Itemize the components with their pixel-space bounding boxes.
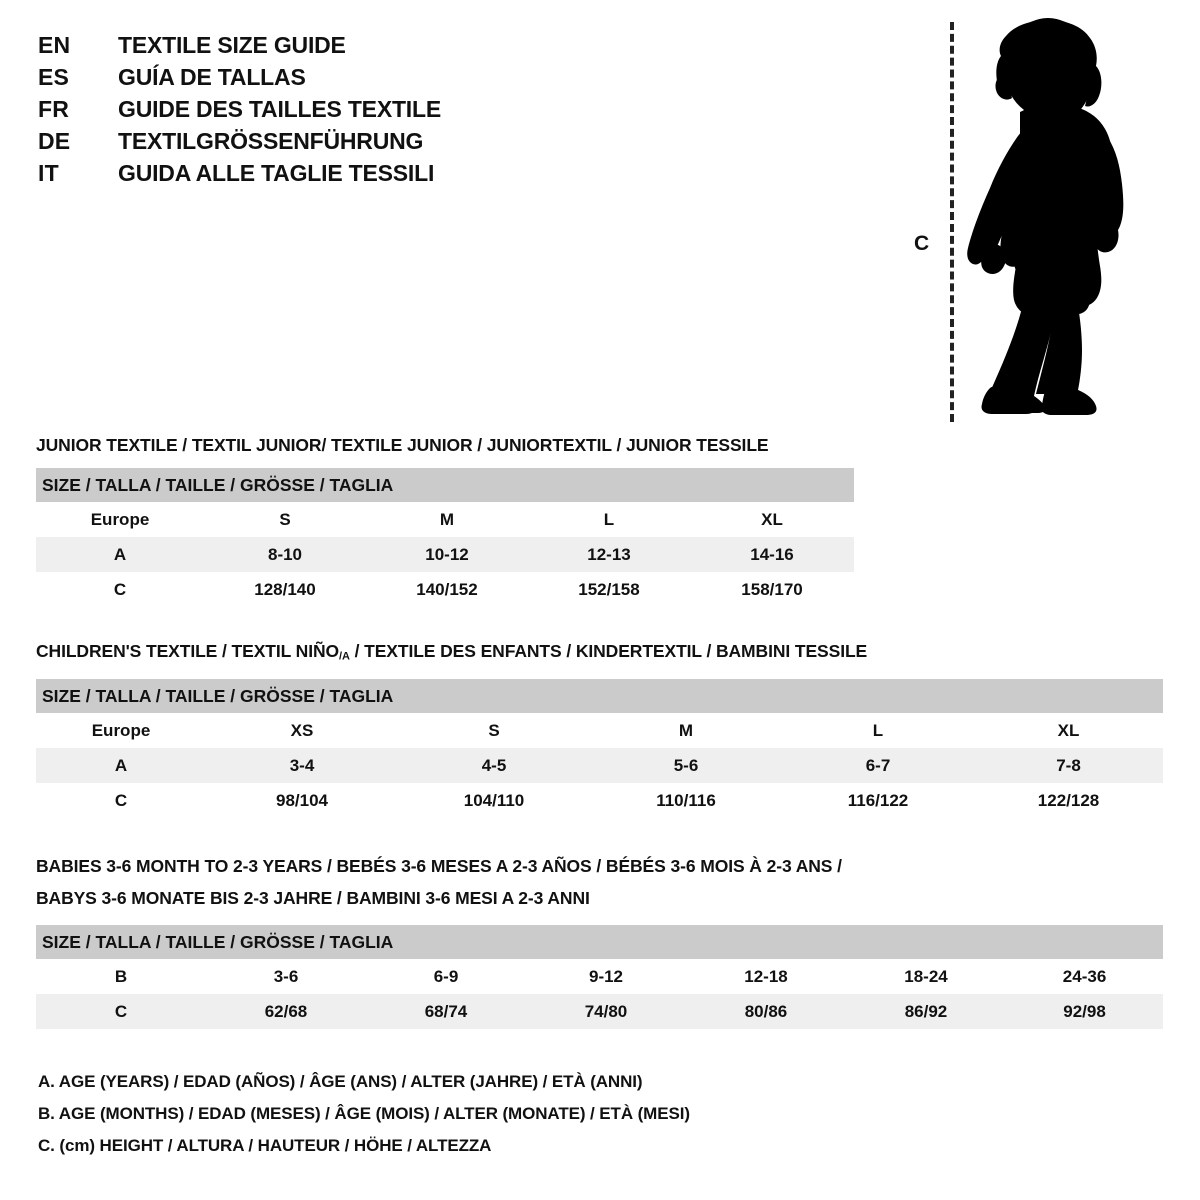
junior-size-header: M — [439, 509, 455, 529]
children-row-label: C — [114, 790, 128, 810]
children-size-header: XL — [1057, 720, 1080, 740]
children-cell: 110/116 — [656, 790, 716, 810]
babies-cell: 86/92 — [846, 994, 1006, 1029]
babies-cell: 9-12 — [588, 966, 624, 986]
legend: A. AGE (YEARS) / EDAD (AÑOS) / ÂGE (ANS)… — [38, 1066, 690, 1162]
legend-line-b: B. AGE (MONTHS) / EDAD (MESES) / ÂGE (MO… — [38, 1104, 690, 1123]
section-junior-title: JUNIOR TEXTILE / TEXTIL JUNIOR/ TEXTILE … — [36, 435, 769, 455]
section-children-title-pre: CHILDREN'S TEXTILE / TEXTIL NIÑO — [36, 641, 340, 661]
babies-cell: 3-6 — [273, 966, 299, 986]
junior-cell: 152/158 — [578, 579, 640, 599]
language-code: FR — [38, 96, 70, 122]
language-title: GUIDE DES TAILLES TEXTILE — [118, 96, 441, 122]
children-cell: 116/122 — [847, 790, 909, 810]
babies-row-label: B — [114, 966, 128, 986]
children-band-label: SIZE / TALLA / TAILLE / GRÖSSE / TAGLIA — [36, 679, 1164, 714]
children-cell: 6-7 — [782, 748, 974, 784]
children-size-header: XS — [290, 720, 314, 740]
language-code: EN — [38, 32, 71, 58]
children-cell: 104/110 — [463, 790, 525, 810]
babies-band-label: SIZE / TALLA / TAILLE / GRÖSSE / TAGLIA — [36, 925, 1164, 959]
junior-row-height: C 128/140 140/152 152/158 158/170 — [36, 572, 854, 607]
babies-cell: 62/68 — [206, 994, 366, 1029]
children-cell: 7-8 — [974, 748, 1164, 784]
section-babies-title-line2: BABYS 3-6 MONATE BIS 2-3 JAHRE / BAMBINI… — [36, 888, 590, 908]
babies-row-label: C — [36, 994, 206, 1029]
junior-size-header: L — [603, 509, 615, 529]
children-cell: 122/128 — [1037, 790, 1100, 810]
children-cell: 98/104 — [276, 790, 328, 810]
babies-cell: 18-24 — [904, 966, 948, 986]
children-row-age: A 3-4 4-5 5-6 6-7 7-8 — [36, 748, 1164, 784]
height-marker-label: C — [914, 232, 930, 255]
babies-row-height: C 62/68 68/74 74/80 80/86 86/92 92/98 — [36, 994, 1164, 1029]
legend-line-a: A. AGE (YEARS) / EDAD (AÑOS) / ÂGE (ANS)… — [38, 1072, 643, 1091]
language-title: GUIDA ALLE TAGLIE TESSILI — [118, 160, 435, 186]
language-row: IT GUIDA ALLE TAGLIE TESSILI — [38, 160, 518, 192]
children-size-header: L — [872, 720, 884, 740]
section-babies: BABIES 3-6 MONTH TO 2-3 YEARS / BEBÉS 3-… — [36, 853, 1164, 1029]
children-first-col-header: Europe — [91, 720, 151, 740]
children-size-header: S — [488, 720, 500, 740]
children-band-row: SIZE / TALLA / TAILLE / GRÖSSE / TAGLIA — [36, 679, 1164, 714]
junior-cell: 140/152 — [416, 579, 478, 599]
language-row: FR GUIDE DES TAILLES TEXTILE — [38, 96, 518, 128]
language-header: EN TEXTILE SIZE GUIDE ES GUÍA DE TALLAS … — [38, 32, 518, 192]
babies-cell: 80/86 — [686, 994, 846, 1029]
babies-size-table: SIZE / TALLA / TAILLE / GRÖSSE / TAGLIA … — [36, 925, 1164, 1029]
babies-row-months: B 3-6 6-9 9-12 12-18 18-24 24-36 — [36, 959, 1163, 994]
language-code: DE — [38, 128, 71, 154]
language-code: ES — [38, 64, 70, 90]
junior-size-table: SIZE / TALLA / TAILLE / GRÖSSE / TAGLIA … — [36, 468, 855, 607]
junior-header-row: Europe S M L XL — [36, 502, 854, 537]
babies-cell: 74/80 — [526, 994, 686, 1029]
language-title: GUÍA DE TALLAS — [118, 64, 306, 90]
junior-first-col-header: Europe — [90, 509, 150, 529]
babies-cell: 24-36 — [1062, 966, 1107, 986]
language-code: IT — [38, 160, 59, 186]
junior-cell: 10-12 — [366, 537, 528, 572]
junior-row-label: C — [113, 579, 127, 599]
junior-band-row: SIZE / TALLA / TAILLE / GRÖSSE / TAGLIA — [36, 468, 855, 502]
children-cell: 3-4 — [206, 748, 398, 784]
height-dashed-line — [950, 22, 954, 422]
junior-row-age: A 8-10 10-12 12-13 14-16 — [36, 537, 855, 572]
babies-cell: 92/98 — [1006, 994, 1164, 1029]
junior-size-header: XL — [761, 509, 783, 529]
section-children-title-sub: /A — [339, 650, 350, 663]
junior-cell: 158/170 — [741, 579, 803, 599]
section-children-title-post: / TEXTILE DES ENFANTS / KINDERTEXTIL / B… — [349, 641, 868, 661]
children-row-height: C 98/104 104/110 110/116 116/122 122/128 — [36, 783, 1163, 818]
junior-cell: 128/140 — [254, 579, 316, 599]
junior-cell: 14-16 — [690, 537, 855, 572]
child-silhouette-icon — [967, 18, 1124, 415]
junior-cell: 8-10 — [204, 537, 366, 572]
babies-cell: 12-18 — [744, 966, 788, 986]
children-cell: 4-5 — [398, 748, 590, 784]
language-row: EN TEXTILE SIZE GUIDE — [38, 32, 518, 64]
section-junior: JUNIOR TEXTILE / TEXTIL JUNIOR/ TEXTILE … — [36, 432, 856, 607]
language-row: DE TEXTILGRÖSSENFÜHRUNG — [38, 128, 518, 160]
babies-band-row: SIZE / TALLA / TAILLE / GRÖSSE / TAGLIA — [36, 925, 1164, 959]
legend-line-c: C. (cm) HEIGHT / ALTURA / HAUTEUR / HÖHE… — [38, 1136, 492, 1155]
section-babies-title-line1: BABIES 3-6 MONTH TO 2-3 YEARS / BEBÉS 3-… — [36, 856, 842, 876]
children-size-table: SIZE / TALLA / TAILLE / GRÖSSE / TAGLIA … — [36, 679, 1164, 818]
language-title: TEXTILE SIZE GUIDE — [118, 32, 346, 58]
children-row-label: A — [36, 748, 206, 784]
language-title: TEXTILGRÖSSENFÜHRUNG — [118, 128, 424, 154]
language-row: ES GUÍA DE TALLAS — [38, 64, 518, 96]
section-children-title: CHILDREN'S TEXTILE / TEXTIL NIÑO/A / TEX… — [36, 638, 1164, 669]
babies-cell: 68/74 — [366, 994, 526, 1029]
babies-cell: 6-9 — [433, 966, 459, 986]
section-children: CHILDREN'S TEXTILE / TEXTIL NIÑO/A / TEX… — [36, 638, 1164, 818]
junior-cell: 12-13 — [528, 537, 690, 572]
junior-size-header: S — [279, 509, 291, 529]
junior-row-label: A — [36, 537, 204, 572]
height-figure: C — [900, 14, 1160, 424]
children-cell: 5-6 — [590, 748, 782, 784]
junior-band-label: SIZE / TALLA / TAILLE / GRÖSSE / TAGLIA — [36, 468, 855, 502]
children-size-header: M — [678, 720, 694, 740]
children-header-row: Europe XS S M L XL — [36, 713, 1163, 748]
